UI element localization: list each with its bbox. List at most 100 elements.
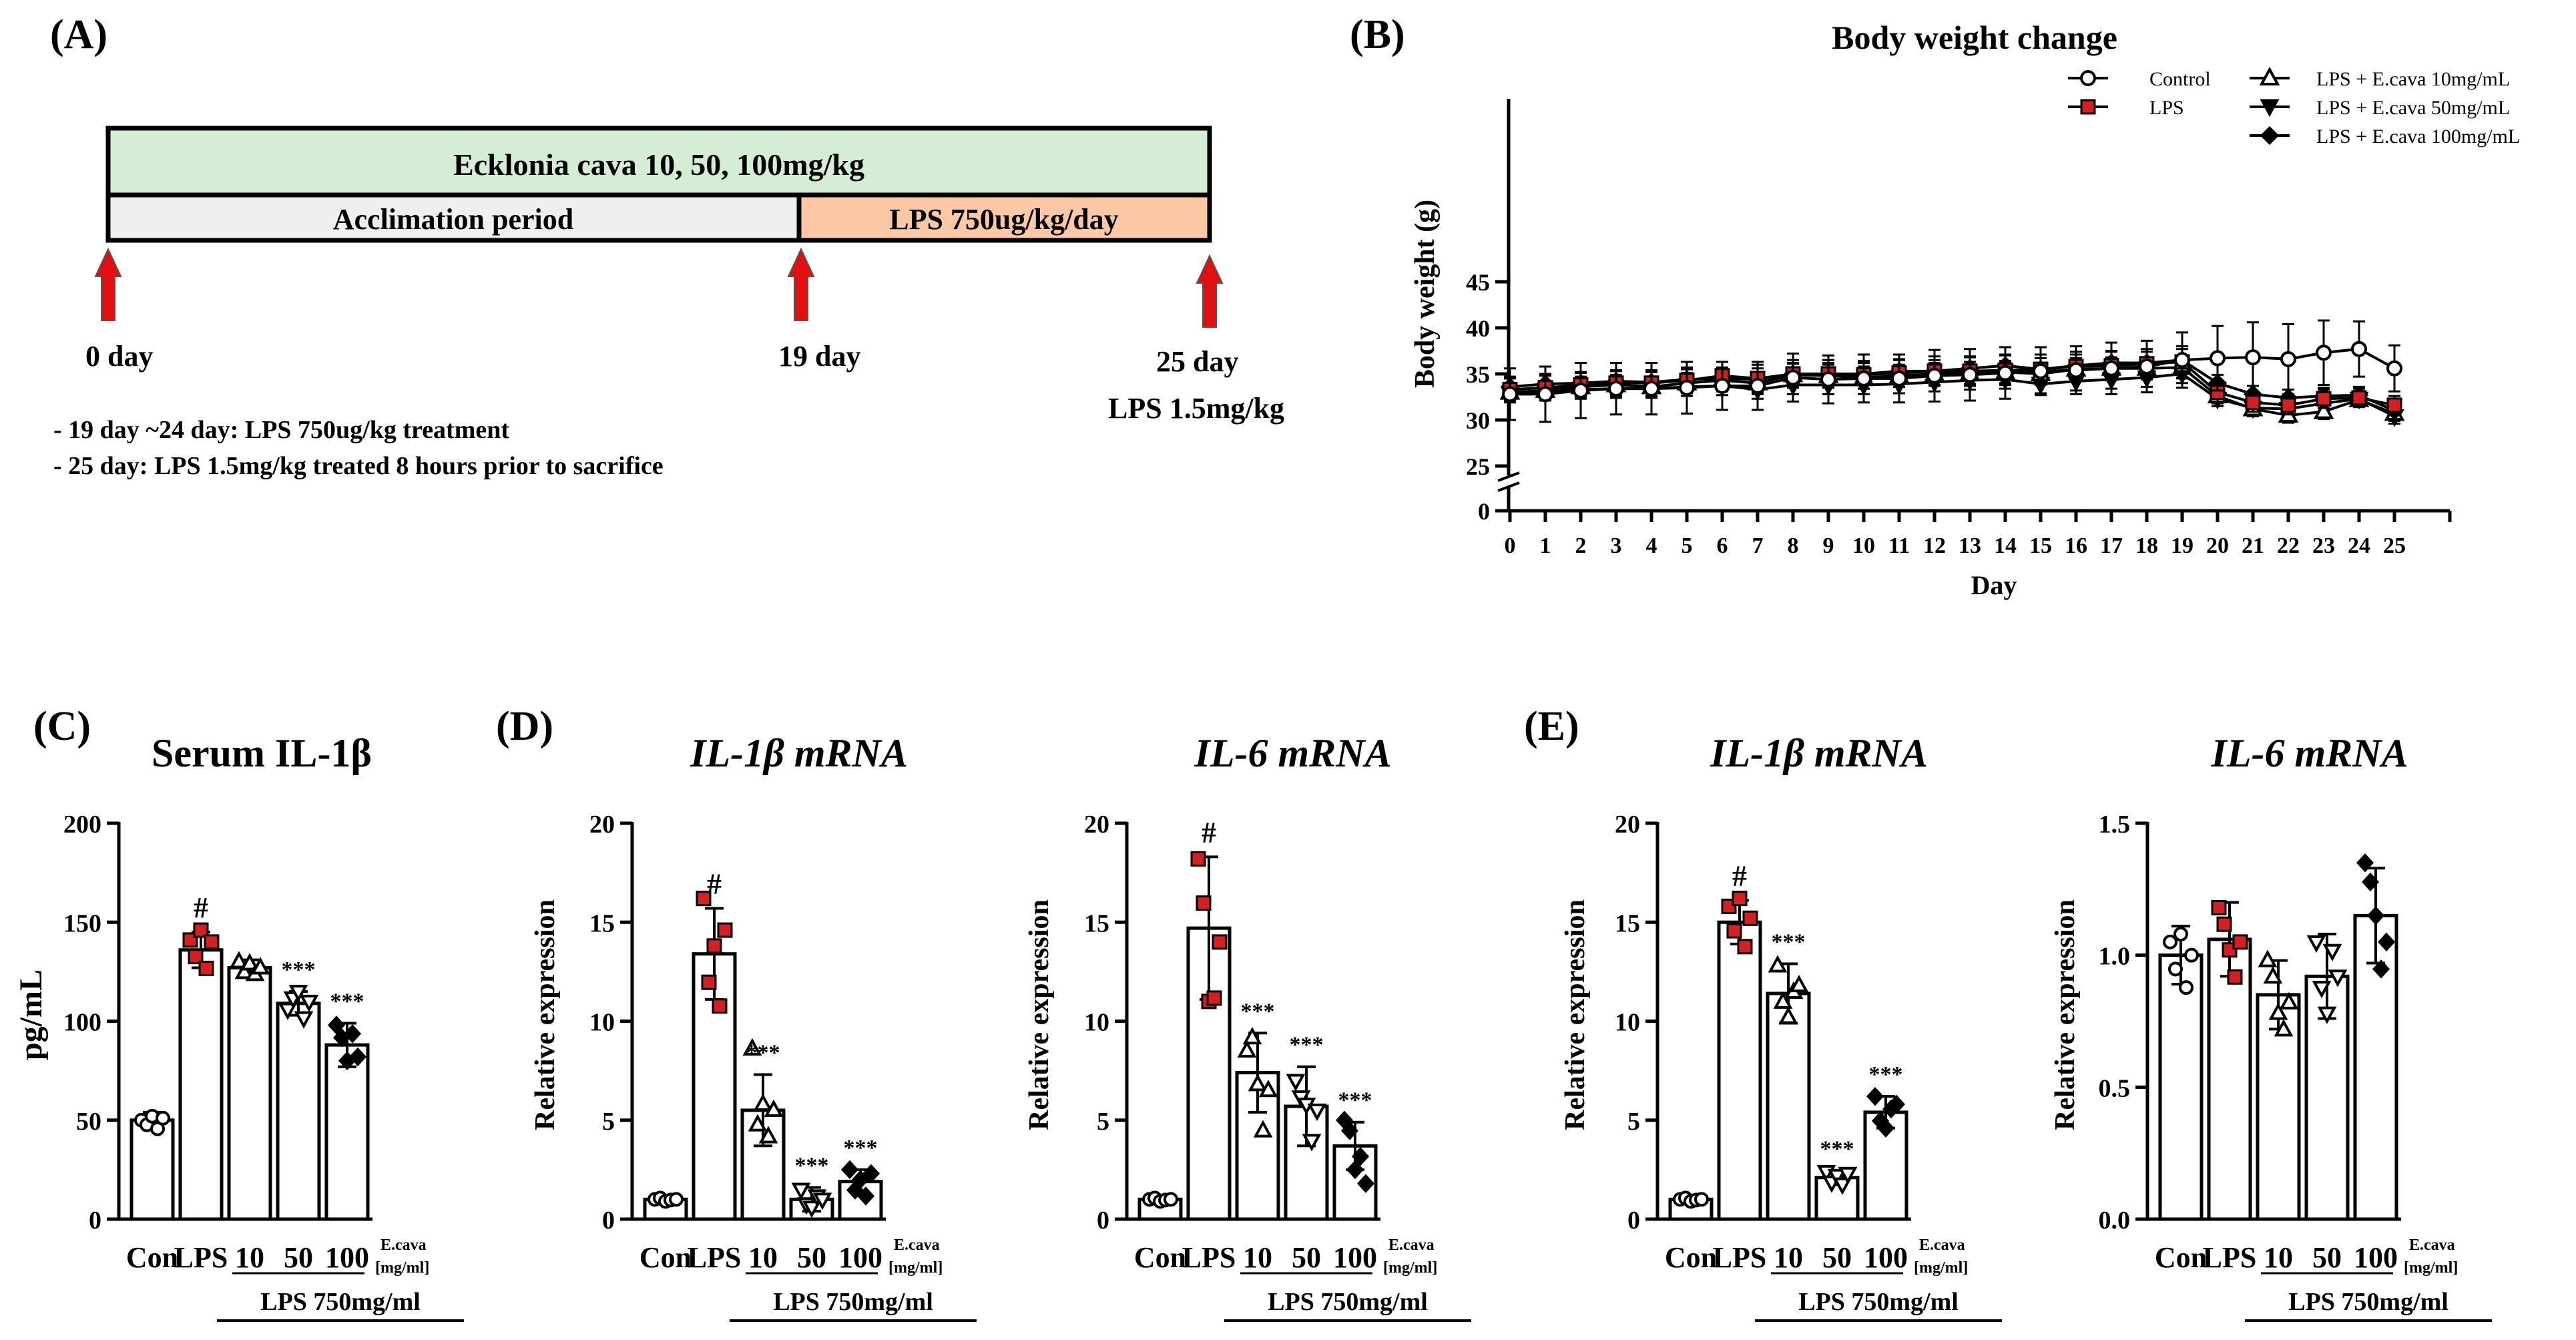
data-point [2386, 360, 2402, 377]
data-point [1196, 895, 1212, 911]
series-control [1502, 319, 2402, 423]
significance-label: # [194, 891, 208, 924]
y-tick-label: 30 [1466, 407, 1490, 434]
bar-group: *** [276, 957, 321, 1221]
data-point [2163, 934, 2177, 949]
category-label: Con [639, 1241, 692, 1274]
data-point [1820, 371, 1836, 388]
x-tick-label: 16 [2065, 533, 2087, 558]
data-point [1785, 369, 1801, 386]
ecklonia-period-box [105, 126, 1212, 198]
panel-a: (A) Ecklonia cava 10, 50, 100mg/kg Accli… [50, 12, 1284, 480]
data-point [2316, 391, 2332, 407]
data-point [1356, 1174, 1375, 1193]
data-point [1827, 1168, 1847, 1186]
bar-group [227, 951, 272, 1221]
bar-group [2207, 900, 2252, 1221]
data-point [2386, 397, 2402, 413]
data-point [2361, 872, 2380, 892]
e-il1b-title: IL-1β mRNA [1710, 731, 1928, 775]
bar-group: # [1186, 816, 1232, 1221]
y-tick-label: 0 [602, 1206, 615, 1235]
data-point [1876, 1118, 1895, 1138]
category-label: LPS [1182, 1241, 1236, 1274]
y-tick-label: 20 [589, 811, 615, 839]
data-point [764, 1099, 784, 1117]
y-tick-label: 0.5 [2099, 1074, 2131, 1102]
y-tick-label: 5 [602, 1108, 615, 1136]
lps-dose-label: LPS 1.5mg/kg [1108, 392, 1284, 425]
data-point [851, 1170, 870, 1189]
data-point [1242, 1027, 1262, 1045]
data-point [2210, 350, 2226, 367]
panel-d-label: (D) [496, 704, 553, 749]
category-label: 100 [838, 1241, 882, 1274]
data-point [1742, 910, 1758, 926]
significance-label: *** [1338, 1088, 1372, 1113]
bar [130, 1118, 175, 1221]
category-label: 100 [1864, 1241, 1908, 1274]
data-point [2179, 980, 2194, 995]
data-point [753, 1093, 773, 1112]
data-point [1346, 1160, 1364, 1180]
d-il1b-title: IL-1β mRNA [690, 731, 908, 775]
bar-group: # [178, 891, 224, 1221]
data-point [198, 960, 214, 976]
data-point [2316, 345, 2332, 361]
y-tick-label: 20 [1084, 811, 1109, 839]
bar-group [130, 1108, 175, 1221]
data-point [1608, 381, 1624, 397]
category-label: 100 [325, 1241, 369, 1274]
y-tick-label: 0 [89, 1206, 101, 1235]
x-tick-label: 15 [2029, 533, 2052, 558]
y-tick-label: 200 [63, 811, 101, 839]
panel-c-label: (C) [33, 704, 91, 749]
data-point [1351, 1146, 1370, 1166]
data-point [204, 934, 220, 950]
legend-ecava10-label: LPS + E.cava 10mg/mL [2316, 68, 2510, 90]
x-tick-label: 20 [2206, 533, 2229, 558]
y-tick-label: 15 [589, 909, 615, 937]
ecava-label: E.cava [2409, 1237, 2455, 1254]
data-point [1643, 381, 1659, 397]
data-point [856, 1186, 875, 1206]
d-il6-chart: 0 5 10 15 20 Con # LPS *** 10 *** 50 *** 100 E.cava [mg… [1084, 811, 1471, 1322]
data-point [2322, 943, 2342, 961]
y-tick-label: 0 [1627, 1206, 1640, 1235]
y-tick-label: 0 [1478, 498, 1490, 525]
lps-group-label: LPS 750mg/ml [260, 1288, 421, 1316]
data-point [791, 1182, 811, 1200]
bar-group: *** [789, 1154, 834, 1221]
serum-il1b-chart: 0 50 100 150 200 Con # LPS 10 *** 50 *** 100 E.cava [m… [63, 811, 464, 1322]
data-point [1750, 377, 1766, 394]
x-tick-label: 3 [1611, 533, 1622, 558]
data-point [1502, 386, 1518, 403]
acclimation-period-text: Acclimation period [333, 203, 574, 236]
arrow-day19-icon [787, 247, 815, 321]
category-label: LPS [688, 1241, 742, 1274]
panel-a-label: (A) [50, 12, 107, 57]
x-tick-label: 22 [2277, 533, 2300, 558]
lps-group-label: LPS 750mg/ml [1798, 1288, 1959, 1316]
bar-group: *** [1284, 1033, 1329, 1221]
data-point [1340, 1121, 1359, 1140]
y-tick-label: 0 [1097, 1206, 1109, 1235]
x-tick-label: 12 [1923, 533, 1946, 558]
category-label: 10 [1243, 1241, 1272, 1274]
significance-label: *** [1820, 1136, 1854, 1161]
data-point [2313, 400, 2334, 419]
bar-group: # [692, 867, 737, 1221]
data-point [1962, 367, 1978, 383]
bar-group [2304, 933, 2350, 1221]
data-point [240, 953, 260, 971]
significance-label: *** [844, 1136, 878, 1160]
panel-b: (B) Body weight change Body weight (g) D… [1350, 12, 2520, 600]
data-point [294, 1011, 314, 1029]
data-point [758, 1126, 778, 1144]
category-label: 10 [235, 1241, 264, 1274]
significance-label: *** [282, 957, 316, 982]
category-label: 100 [2354, 1241, 2398, 1274]
